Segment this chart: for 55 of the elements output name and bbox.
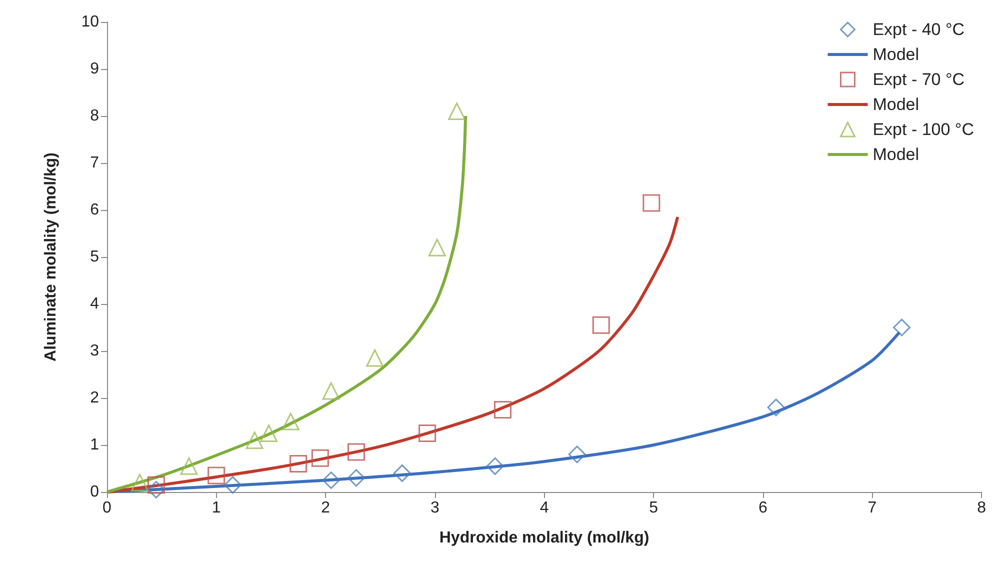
x-tick-label: 2 (321, 500, 330, 516)
y-tick-label: 6 (90, 202, 100, 218)
point (366, 349, 384, 367)
legend-label: Model (872, 45, 920, 64)
point (347, 469, 365, 487)
point (147, 476, 165, 494)
y-tick-label: 0 (90, 484, 100, 500)
point (311, 449, 329, 467)
x-tick-label: 8 (977, 500, 986, 516)
point (448, 102, 466, 120)
point (322, 382, 340, 400)
point (418, 424, 436, 442)
x-tick-label: 3 (430, 500, 440, 516)
point (131, 474, 149, 492)
point (486, 457, 504, 475)
x-tick-label: 7 (868, 500, 877, 516)
y-tick-label: 10 (81, 14, 100, 30)
point (393, 464, 411, 482)
point (208, 466, 226, 484)
y-tick-label: 1 (90, 436, 100, 454)
x-tick-label: 6 (758, 500, 768, 516)
y-tick-label: 3 (90, 342, 100, 360)
point (568, 446, 586, 464)
point (642, 194, 660, 212)
y-tick-label: 2 (90, 390, 100, 406)
x-tick-label: 0 (102, 500, 112, 516)
point (282, 412, 300, 430)
point (592, 316, 610, 334)
point (180, 457, 198, 475)
point (290, 455, 308, 473)
point (347, 443, 365, 461)
point (260, 424, 278, 442)
point (893, 318, 910, 336)
legend-label: Expt - 100 °C (872, 120, 974, 139)
y-tick-label: 7 (90, 154, 100, 172)
y-tick-label: 5 (90, 248, 100, 266)
point (428, 238, 446, 256)
point (246, 432, 264, 450)
y-tick-label: 9 (90, 60, 100, 78)
y-axis-title: Aluminate molality (mol/kg) (42, 152, 60, 362)
y-tick-label: 4 (90, 296, 100, 312)
x-tick-label: 1 (212, 500, 221, 516)
legend-label: Model (872, 145, 920, 164)
legend-label: Expt - 70 °C (872, 70, 965, 89)
legend-label: Model (872, 95, 920, 114)
y-tick-label: 8 (90, 108, 100, 124)
point (494, 401, 512, 418)
point (322, 472, 340, 489)
x-axis-title: Hydroxide molality (mol/kg) (439, 530, 650, 546)
point (224, 476, 242, 494)
point (767, 398, 785, 416)
point (147, 480, 165, 498)
legend-label: Expt - 40 °C (872, 20, 965, 39)
x-tick-label: 4 (540, 500, 549, 516)
x-tick-label: 5 (649, 500, 658, 516)
